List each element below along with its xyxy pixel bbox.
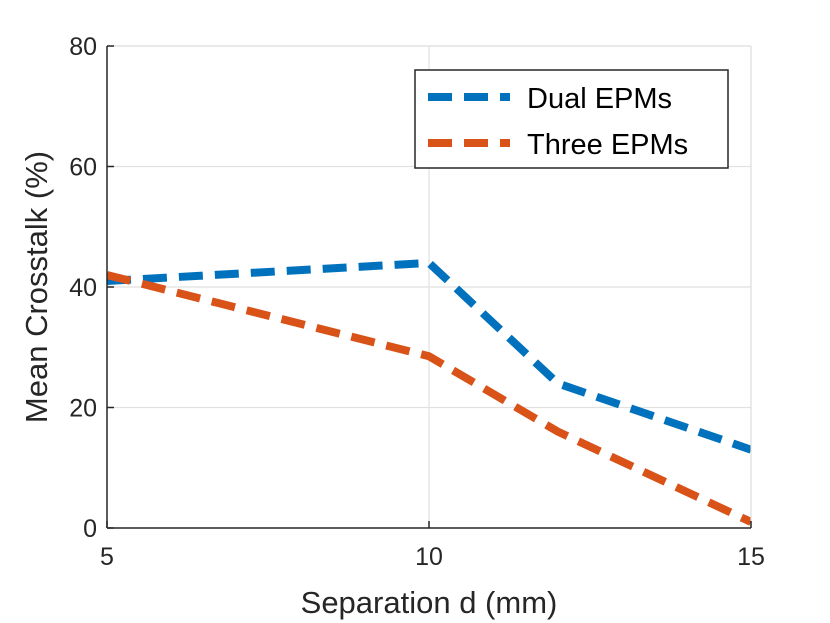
- y-tick-label: 0: [83, 515, 97, 543]
- y-tick-label: 20: [69, 395, 97, 423]
- tick-labels: 5 10 15 0 20 40 60 80: [69, 33, 765, 571]
- series-line-three-epms: [107, 271, 751, 526]
- y-axis-title: Mean Crosstalk (%): [19, 151, 54, 423]
- axes: [106, 45, 752, 529]
- legend-box: [414, 69, 729, 169]
- y-tick-label: 40: [69, 274, 97, 302]
- x-tick-label: 5: [100, 543, 114, 571]
- x-tick-label: 15: [737, 543, 765, 571]
- x-axis-title: Separation d (mm): [301, 585, 558, 620]
- legend-label-dual-epms: Dual EPMs: [527, 83, 672, 115]
- y-tick-label: 60: [69, 154, 97, 182]
- legend: Dual EPMs Three EPMs: [414, 69, 729, 169]
- x-tick-label: 10: [415, 543, 443, 571]
- y-tick-label: 80: [69, 33, 97, 61]
- legend-label-three-epms: Three EPMs: [527, 129, 688, 161]
- series-line-dual-epms: [107, 258, 751, 454]
